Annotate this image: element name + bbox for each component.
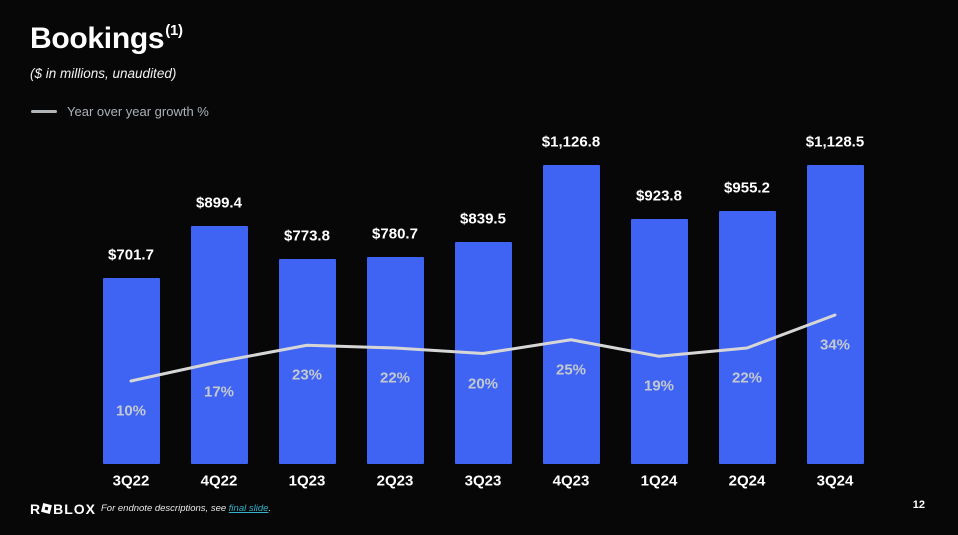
bar-4q22 (190, 225, 248, 464)
x-axis-label-3q23: 3Q23 (464, 472, 502, 490)
bar-value-label-3q23: $839.5 (460, 210, 506, 228)
bar-value-label-1q24: $923.8 (636, 187, 682, 205)
x-axis-label-1q23: 1Q23 (288, 472, 326, 490)
x-axis-label-1q24: 1Q24 (640, 472, 678, 490)
roblox-logo: R BLOX (30, 501, 96, 517)
bar-value-label-3q22: $701.7 (108, 246, 154, 264)
bar-4q23 (542, 165, 600, 464)
bar-3q22 (102, 278, 160, 464)
x-axis-label-4q23: 4Q23 (552, 472, 590, 490)
subtitle: ($ in millions, unaudited) (30, 66, 177, 81)
title-footnote-marker: (1) (165, 22, 183, 39)
growth-label-1q24: 19% (643, 377, 675, 395)
x-axis-label-2q24: 2Q24 (728, 472, 766, 490)
growth-label-3q24: 34% (819, 336, 851, 354)
x-axis-label-3q24: 3Q24 (816, 472, 854, 490)
growth-label-1q23: 23% (291, 366, 323, 384)
bar-1q24 (630, 219, 688, 464)
x-axis-label-4q22: 4Q22 (200, 472, 238, 490)
bar-2q24 (718, 210, 776, 464)
growth-label-2q24: 22% (731, 369, 763, 387)
bar-1q23 (278, 258, 336, 464)
bar-value-label-4q22: $899.4 (196, 194, 242, 212)
final-slide-link[interactable]: final slide (228, 503, 269, 514)
logo-text-blox: BLOX (53, 501, 97, 517)
bar-value-label-4q23: $1,126.8 (541, 133, 601, 151)
x-axis-label-3q22: 3Q22 (112, 472, 150, 490)
legend: Year over year growth % (31, 104, 209, 119)
bar-value-label-2q23: $780.7 (372, 225, 418, 243)
title-text: Bookings (30, 22, 165, 55)
logo-text-r: R (30, 501, 42, 517)
bar-value-label-3q24: $1,128.5 (805, 133, 865, 151)
endnote: For endnote descriptions, see final slid… (101, 503, 271, 514)
endnote-period: . (268, 503, 272, 514)
page-title: Bookings(1) (30, 22, 183, 56)
growth-label-2q23: 22% (379, 369, 411, 387)
bar-value-label-1q23: $773.8 (284, 227, 330, 245)
x-axis-label-2q23: 2Q23 (376, 472, 414, 490)
growth-label-4q23: 25% (555, 361, 587, 379)
growth-label-3q23: 20% (467, 375, 499, 392)
growth-label-3q22: 10% (115, 402, 147, 420)
bar-3q24 (806, 165, 864, 464)
bar-3q23 (454, 241, 512, 464)
growth-label-4q22: 17% (203, 383, 235, 401)
endnote-text: For endnote descriptions, see (101, 503, 229, 514)
legend-label: Year over year growth % (67, 104, 209, 119)
line-swatch-icon (31, 109, 57, 114)
bar-2q23 (366, 257, 424, 464)
page-number: 12 (912, 499, 925, 511)
roblox-square-icon (41, 502, 53, 514)
bar-value-label-2q24: $955.2 (724, 179, 770, 197)
